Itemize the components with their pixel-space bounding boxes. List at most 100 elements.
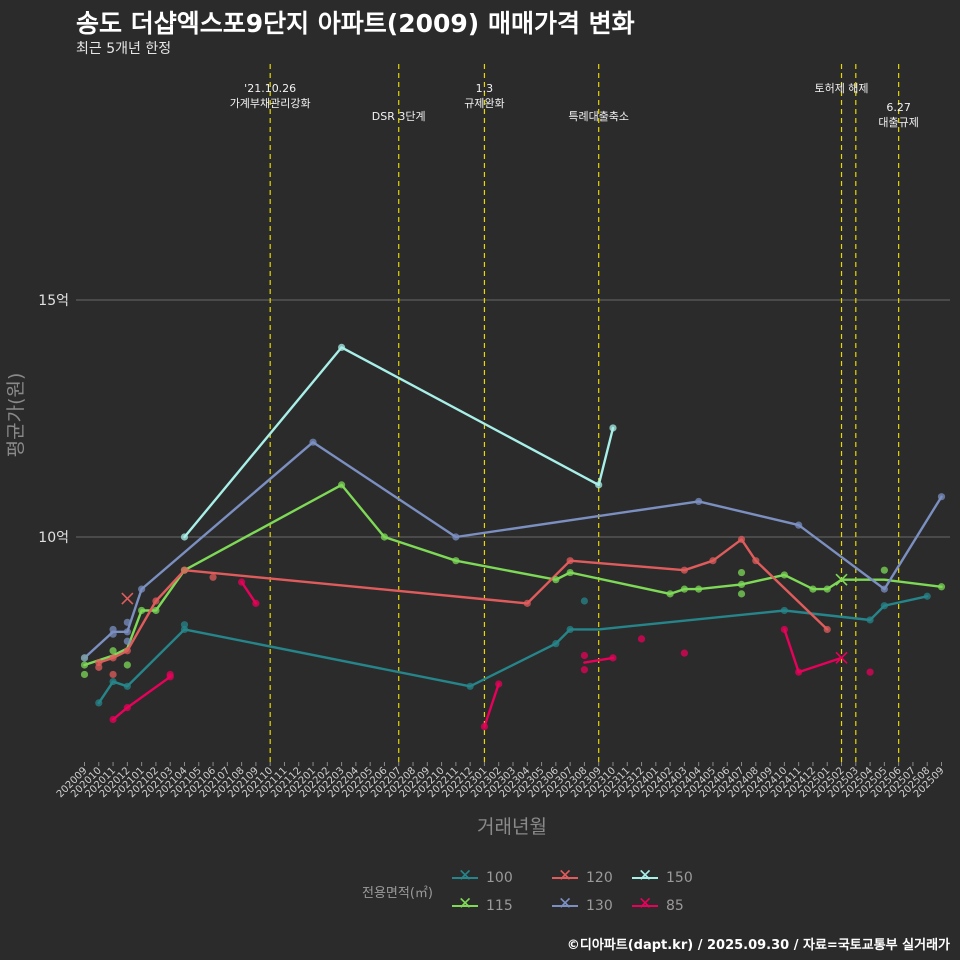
data-point-85 — [580, 651, 589, 660]
legend-key-line — [632, 877, 658, 879]
data-point-85 — [238, 578, 246, 586]
data-point-120 — [123, 647, 131, 655]
data-point-115 — [138, 606, 146, 615]
legend-key-x-icon: ✕ — [638, 866, 653, 886]
data-point-100 — [780, 606, 788, 615]
y-ticks-layer: 10억 15억 — [38, 293, 69, 546]
legend-label: 130 — [586, 898, 613, 914]
series-line-100 — [97, 595, 929, 705]
y-tick-label: 15억 — [38, 293, 69, 309]
data-point-120 — [152, 597, 160, 605]
legend-key-line — [632, 905, 658, 907]
data-point-115 — [338, 481, 346, 489]
x-ticks-layer: 2020092020102020112020122021012021022021… — [55, 762, 947, 800]
data-point-130 — [123, 628, 131, 636]
legend-key-x-icon: ✕ — [458, 894, 473, 914]
data-point-85 — [166, 670, 174, 679]
data-point-100 — [866, 616, 874, 624]
series-line-85 — [583, 656, 615, 664]
data-point-130 — [138, 585, 146, 593]
data-point-115 — [937, 583, 946, 591]
data-point-115 — [880, 566, 888, 574]
legend-key-115: ✕ — [452, 894, 478, 914]
data-point-120 — [109, 670, 117, 679]
legend-label: 115 — [486, 898, 513, 914]
x-marker-stroke — [835, 573, 848, 586]
series-line-150 — [183, 346, 615, 539]
data-point-120 — [95, 663, 103, 671]
data-point-115 — [737, 580, 746, 589]
data-point-120 — [523, 599, 531, 607]
legend-label: 120 — [586, 870, 613, 886]
data-point-115 — [80, 661, 89, 669]
source-caption: ©디아파트(dapt.kr) / 2025.09.30 / 자료=국토교통부 실… — [566, 938, 950, 953]
data-point-115 — [452, 557, 460, 565]
data-point-115 — [566, 568, 574, 577]
legend-key-x-icon: ✕ — [458, 866, 473, 886]
legend-key-line — [552, 877, 578, 879]
x-marker-stroke — [835, 651, 848, 664]
policy-annotation: 1.3 — [476, 82, 494, 95]
legend-key-x-icon: ✕ — [638, 894, 653, 914]
legend-item-150: ✕ 150 — [632, 866, 693, 886]
data-point-115 — [123, 661, 131, 669]
legend-title: 전용면적(㎡) — [362, 886, 433, 901]
data-point-85 — [123, 704, 131, 712]
policy-annotation: 규제완화 — [464, 97, 504, 110]
legend-key-x-icon: ✕ — [558, 866, 573, 886]
legend-key-85: ✕ — [632, 894, 658, 914]
data-point-85 — [637, 635, 646, 643]
legend-key-150: ✕ — [632, 866, 658, 886]
x-marker-115 — [835, 573, 848, 586]
series-line-85 — [783, 628, 843, 674]
data-point-100 — [923, 592, 931, 600]
data-point-115 — [695, 585, 703, 593]
data-point-150 — [595, 481, 603, 489]
y-axis-title: 평균가(원) — [5, 373, 27, 458]
chart-subtitle: 최근 5개년 한정 — [76, 41, 172, 57]
data-point-85 — [609, 654, 617, 662]
policy-annotation: '21.10.26 — [244, 82, 296, 95]
data-point-85 — [480, 723, 489, 731]
data-point-100 — [552, 640, 560, 648]
data-point-85 — [866, 668, 874, 676]
data-point-100 — [95, 699, 103, 707]
data-point-120 — [566, 557, 574, 565]
series-line-85 — [240, 580, 258, 605]
data-point-120 — [109, 654, 117, 662]
data-point-115 — [737, 590, 746, 598]
data-point-130 — [695, 497, 703, 506]
legend-key-100: ✕ — [452, 866, 478, 886]
data-point-130 — [880, 585, 888, 593]
data-point-115 — [380, 533, 389, 541]
data-point-150 — [180, 533, 189, 541]
data-point-100 — [580, 597, 589, 605]
data-point-85 — [495, 680, 503, 688]
data-point-100 — [109, 677, 117, 686]
data-point-120 — [209, 573, 217, 581]
data-point-130 — [80, 654, 89, 662]
x-marker-stroke — [121, 592, 134, 605]
policy-annotation: DSR 3단계 — [372, 110, 426, 123]
data-point-150 — [338, 343, 346, 351]
data-point-115 — [80, 670, 89, 679]
data-point-100 — [466, 682, 474, 690]
data-point-115 — [552, 576, 560, 584]
data-point-115 — [152, 606, 160, 615]
data-point-115 — [737, 568, 746, 577]
data-point-85 — [252, 599, 260, 607]
data-point-115 — [680, 585, 689, 593]
data-point-120 — [180, 566, 189, 574]
data-point-100 — [180, 621, 189, 629]
legend-key-x-icon: ✕ — [558, 894, 573, 914]
data-point-120 — [823, 625, 831, 634]
data-point-130 — [452, 533, 460, 541]
legend-item-120: ✕ 120 — [552, 866, 613, 886]
legend-item-100: ✕ 100 — [452, 866, 513, 886]
legend-key-line — [552, 905, 578, 907]
data-point-115 — [666, 590, 674, 598]
data-point-85 — [109, 715, 117, 724]
data-point-115 — [809, 585, 817, 593]
data-point-85 — [680, 649, 689, 657]
